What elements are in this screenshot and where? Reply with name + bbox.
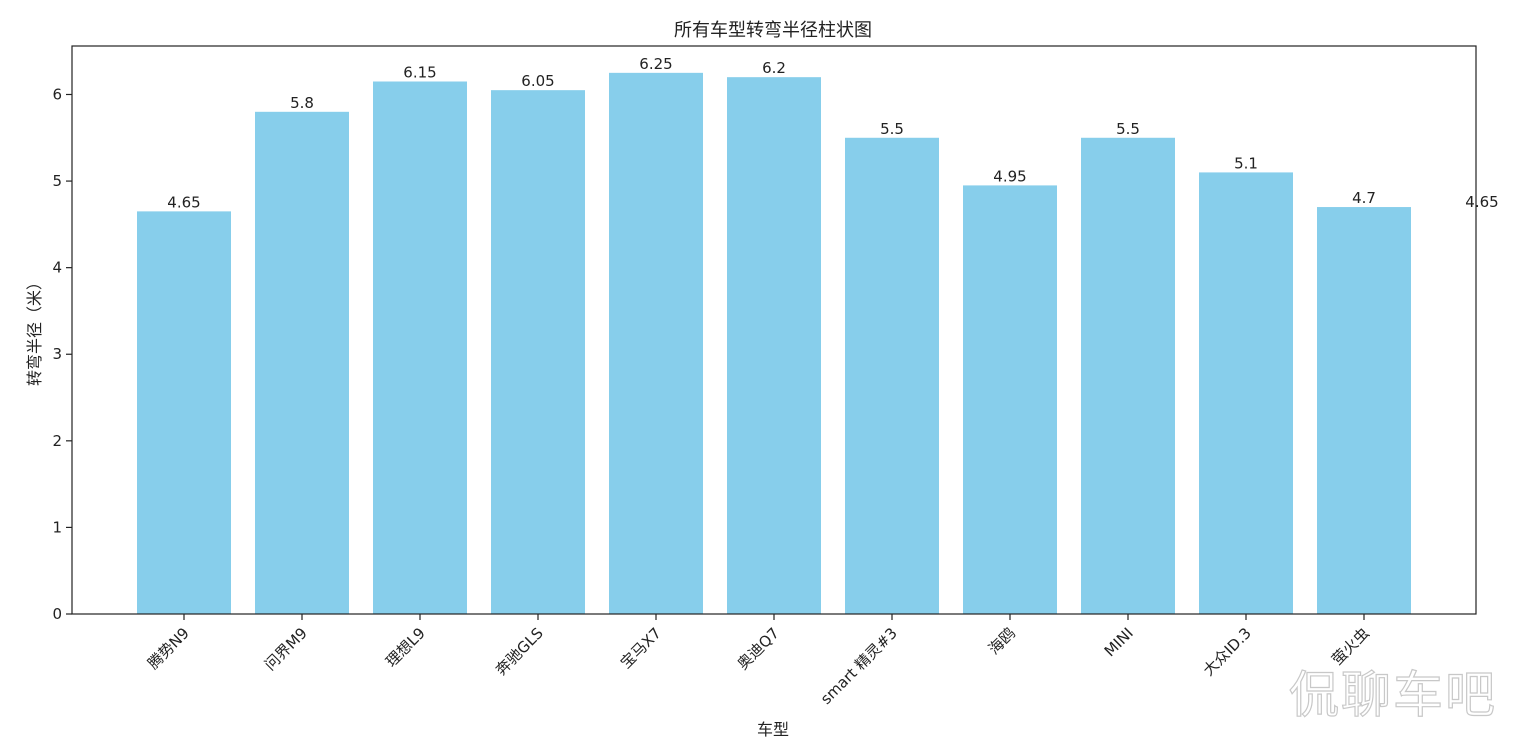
x-tick-label: MINI — [1101, 624, 1137, 660]
x-axis-ticks: 腾势N9 问界M9 理想L9 奔驰GLS 宝马X7 奥迪Q7 smart 精灵#3 海鸥 MIN… — [144, 614, 1373, 708]
bar — [1317, 207, 1411, 615]
plot-frame — [71, 45, 1477, 615]
bar — [137, 211, 231, 614]
x-tick-label: 问界M9 — [261, 624, 311, 674]
bar-value-label: 5.5 — [880, 120, 904, 138]
x-tick-label: 大众ID.3 — [1199, 624, 1254, 679]
x-tick-label: smart 精灵#3 — [817, 624, 901, 708]
bar-labels-group: 4.65 5.8 6.15 6.05 6.25 6.2 5.5 4.95 5.5 5.1 4.7 — [167, 55, 1376, 212]
chart-title: 所有车型转弯半径柱状图 — [674, 20, 872, 41]
y-tick-label: 5 — [52, 172, 62, 190]
watermark-text: 侃聊车吧 — [1289, 666, 1497, 724]
bar-value-label: 4.65 — [167, 193, 200, 211]
x-tick-label: 奔驰GLS — [492, 624, 547, 679]
bar-value-label: 6.2 — [762, 59, 786, 77]
bar — [491, 90, 585, 614]
x-tick-label: 海鸥 — [985, 624, 1019, 658]
x-axis-title: 车型 — [757, 720, 789, 739]
bar-value-label: 4.95 — [993, 167, 1026, 185]
bars-group — [137, 72, 1411, 615]
y-axis-title: 转弯半径（米） — [25, 274, 44, 386]
bar-value-label: 5.8 — [290, 94, 314, 112]
x-tick-label: 理想L9 — [382, 624, 429, 671]
y-tick-label: 1 — [52, 518, 62, 536]
bar-value-label: 6.25 — [639, 55, 672, 73]
y-axis-ticks: 0 1 2 3 4 5 6 — [52, 85, 72, 623]
bar — [963, 185, 1057, 614]
bar-value-label: 5.5 — [1116, 120, 1140, 138]
x-tick-label: 宝马X7 — [617, 624, 665, 672]
y-tick-label: 0 — [52, 605, 62, 623]
y-tick-label: 3 — [52, 345, 62, 363]
bar-value-label: 4.7 — [1352, 189, 1376, 207]
bar-value-label: 6.15 — [403, 64, 436, 82]
bar — [845, 137, 939, 614]
x-tick-label: 萤火虫 — [1328, 624, 1373, 669]
stray-data-label: 4.65 — [1465, 193, 1498, 211]
bar — [727, 77, 821, 615]
bar-value-label: 5.1 — [1234, 154, 1258, 172]
bar — [609, 72, 703, 615]
y-tick-label: 2 — [52, 432, 62, 450]
bar — [1199, 172, 1293, 615]
bar — [1081, 137, 1175, 614]
y-tick-label: 4 — [52, 259, 62, 277]
bar — [255, 111, 349, 615]
bar-value-label: 6.05 — [521, 72, 554, 90]
bar — [373, 81, 467, 614]
y-tick-label: 6 — [52, 85, 62, 103]
x-tick-label: 奥迪Q7 — [734, 624, 783, 673]
x-tick-label: 腾势N9 — [144, 624, 193, 673]
